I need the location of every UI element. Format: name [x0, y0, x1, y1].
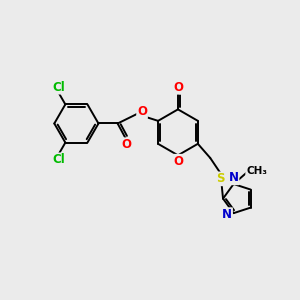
Text: N: N: [222, 208, 232, 221]
Text: O: O: [174, 155, 184, 168]
Text: CH₃: CH₃: [246, 166, 267, 176]
Text: Cl: Cl: [53, 81, 65, 94]
Text: O: O: [122, 138, 131, 151]
Text: O: O: [137, 105, 147, 118]
Text: O: O: [174, 81, 184, 94]
Text: N: N: [229, 171, 238, 184]
Text: Cl: Cl: [53, 153, 65, 166]
Text: S: S: [216, 172, 224, 185]
